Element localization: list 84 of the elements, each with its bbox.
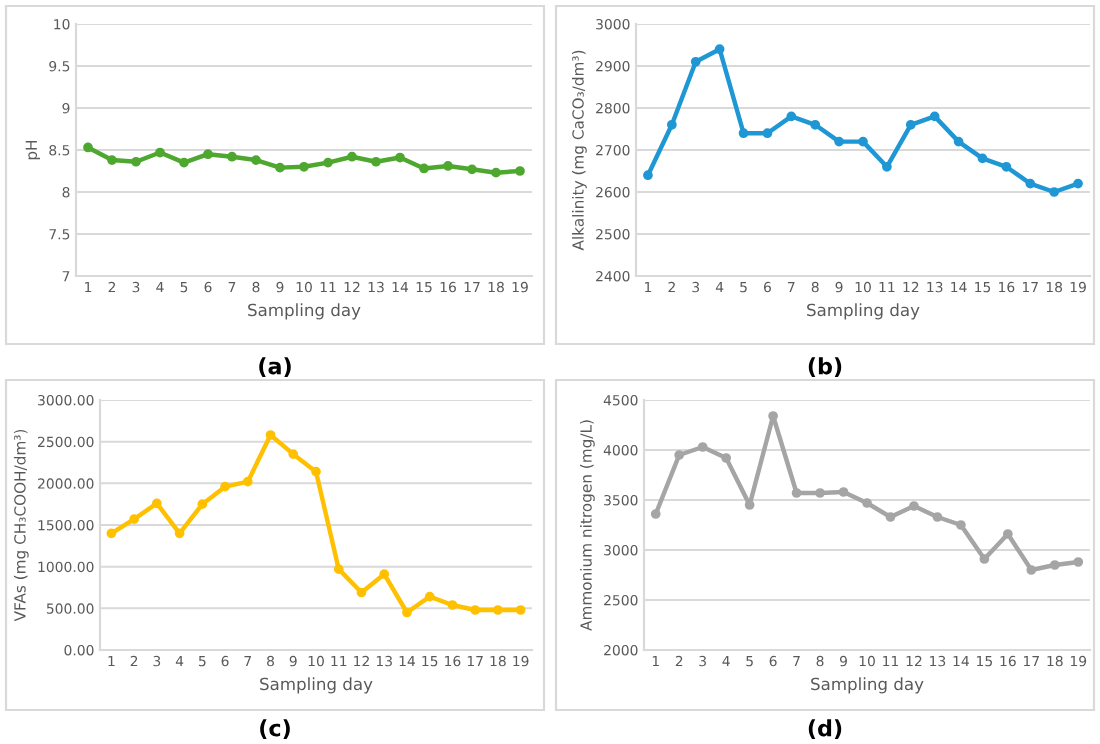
point (515, 166, 525, 176)
point (131, 156, 141, 167)
text: (c) (260, 719, 290, 740)
point (311, 466, 321, 477)
point (905, 119, 916, 130)
point (515, 605, 526, 615)
point (1049, 187, 1060, 197)
point (666, 119, 677, 130)
point (1001, 161, 1012, 172)
point (643, 170, 653, 181)
point (1049, 560, 1060, 570)
point (227, 151, 237, 162)
point (443, 161, 453, 171)
point (1002, 529, 1013, 539)
point (862, 498, 872, 508)
point (203, 149, 213, 160)
point (299, 161, 309, 172)
point (721, 453, 732, 463)
point (242, 476, 253, 487)
point (371, 156, 381, 167)
point (402, 607, 412, 618)
point (977, 153, 988, 164)
point (791, 488, 802, 498)
x-axis-title: Sampling day (807, 303, 920, 320)
point (810, 119, 821, 130)
point (762, 128, 773, 139)
point (179, 157, 189, 168)
point (979, 554, 990, 564)
point (333, 564, 344, 575)
point (956, 520, 966, 530)
point (197, 499, 208, 510)
point (347, 151, 357, 162)
point (356, 587, 367, 598)
point (83, 142, 93, 153)
text: (d) (808, 719, 842, 740)
point (151, 498, 162, 509)
point (470, 605, 481, 615)
point (155, 147, 165, 158)
point (419, 163, 429, 174)
point (714, 44, 725, 55)
point (1026, 565, 1037, 575)
point (929, 111, 940, 122)
point (815, 488, 825, 498)
point (395, 152, 405, 163)
point (220, 481, 230, 492)
point (493, 605, 503, 615)
point (650, 509, 661, 519)
point (858, 136, 868, 147)
point (738, 128, 749, 139)
point (467, 164, 477, 175)
point (838, 487, 849, 497)
point (697, 442, 708, 452)
x-axis-title: Sampling day (811, 677, 924, 694)
point (275, 162, 285, 173)
point (379, 569, 390, 580)
point (288, 449, 299, 460)
x-axis-title: Sampling day (260, 677, 373, 694)
point (1073, 557, 1084, 567)
point (768, 411, 778, 421)
point (885, 512, 896, 522)
point (953, 136, 964, 147)
text: (a) (259, 357, 291, 378)
point (744, 500, 755, 510)
point (786, 111, 797, 122)
point (424, 591, 435, 602)
point (447, 600, 458, 610)
point (265, 430, 276, 440)
point (834, 136, 844, 147)
point (909, 501, 919, 511)
point (674, 450, 685, 460)
text: (b) (808, 357, 842, 378)
point (323, 157, 333, 168)
point (1025, 178, 1036, 189)
point (882, 161, 892, 172)
point (491, 167, 501, 178)
point (106, 528, 117, 539)
point (690, 56, 701, 67)
x-axis-title: Sampling day (248, 303, 361, 320)
point (932, 512, 943, 522)
point (107, 155, 117, 165)
point (129, 514, 139, 525)
point (1073, 178, 1083, 189)
point (174, 528, 185, 539)
point (251, 155, 261, 165)
